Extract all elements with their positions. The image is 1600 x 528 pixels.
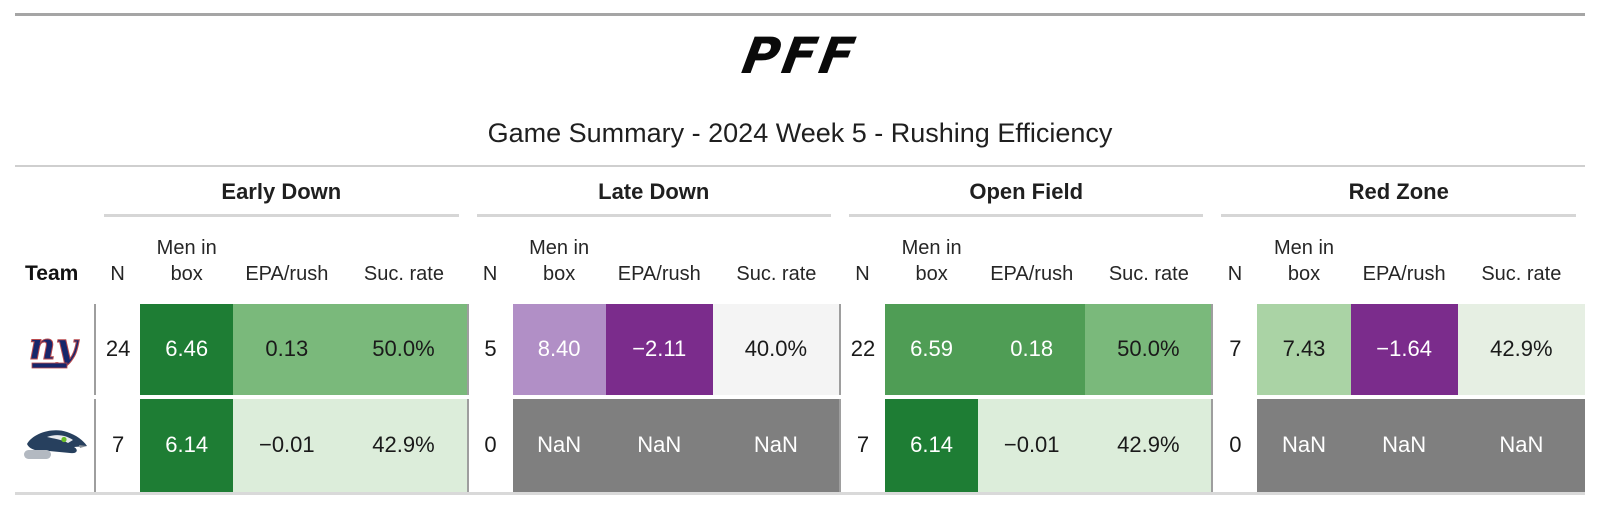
stat-cell-epa-per-rush: −0.01 xyxy=(233,397,341,495)
stat-cell-men-in-box: NaN xyxy=(1257,397,1351,495)
stat-cell-men-in-box: 6.46 xyxy=(140,298,234,399)
pff-logo-text: PFF xyxy=(738,28,862,84)
success-rate-column-header: Suc. rate xyxy=(1085,219,1213,302)
stat-cell-epa-per-rush: NaN xyxy=(1350,397,1458,495)
epa-per-rush-column-header: EPA/rush xyxy=(605,219,713,302)
group-header-early-down: Early Down xyxy=(95,165,468,219)
table-row-seahawks: 7 6.14 −0.01 42.9% 0 NaN NaN NaN 7 6.14 −0.01 42.9%… xyxy=(15,397,1585,495)
svg-text:ny: ny xyxy=(28,324,79,368)
stat-cell-epa-per-rush: −1.64 xyxy=(1350,298,1458,399)
n-column-header: N xyxy=(95,219,141,302)
epa-per-rush-column-header: EPA/rush xyxy=(1350,219,1458,302)
stat-cell-success-rate: 40.0% xyxy=(712,298,840,399)
stat-cell-men-in-box: NaN xyxy=(512,397,606,495)
n-column-header: N xyxy=(467,219,513,302)
seahawks-logo-icon xyxy=(23,430,87,460)
n-cell: 22 xyxy=(838,298,886,399)
n-column-header: N xyxy=(1212,219,1258,302)
n-column-header: N xyxy=(839,219,886,302)
stat-cell-epa-per-rush: −0.01 xyxy=(978,397,1086,495)
stat-cell-success-rate: 50.0% xyxy=(1085,298,1213,399)
n-cell: 7 xyxy=(1211,298,1258,399)
n-cell: 0 xyxy=(1211,397,1258,495)
team-logo-cell-seahawks xyxy=(15,397,96,495)
stat-cell-success-rate: NaN xyxy=(712,397,840,495)
giants-logo-icon: ny xyxy=(28,324,80,369)
team-column-header: Team xyxy=(15,219,96,302)
epa-per-rush-column-header: EPA/rush xyxy=(978,219,1086,302)
group-header-red-zone: Red Zone xyxy=(1212,165,1585,219)
group-header-spacer xyxy=(15,165,96,219)
epa-per-rush-column-header: EPA/rush xyxy=(233,219,341,302)
n-cell: 0 xyxy=(466,397,513,495)
group-label: Late Down xyxy=(476,179,831,217)
stat-cell-success-rate: NaN xyxy=(1457,397,1585,495)
stat-cell-men-in-box: 6.59 xyxy=(885,298,979,399)
rushing-efficiency-table: Early Down Late Down Open Field Red Zone Te… xyxy=(15,165,1585,495)
group-header-row: Early Down Late Down Open Field Red Zone xyxy=(15,165,1585,219)
success-rate-column-header: Suc. rate xyxy=(1457,219,1585,302)
group-label: Early Down xyxy=(104,179,459,217)
stat-cell-men-in-box: 6.14 xyxy=(140,397,234,495)
table-body: ny 24 6.46 0.13 50.0% 5 8.40 −2.11 40.0% 22 6.59 0… xyxy=(15,298,1585,495)
stat-cell-epa-per-rush: NaN xyxy=(605,397,713,495)
men-in-box-column-header: Men in box xyxy=(1257,219,1351,302)
group-header-late-down: Late Down xyxy=(467,165,840,219)
stat-cell-success-rate: 50.0% xyxy=(340,298,468,399)
n-cell: 24 xyxy=(94,298,141,399)
men-in-box-column-header: Men in box xyxy=(512,219,606,302)
stat-cell-success-rate: 42.9% xyxy=(1085,397,1213,495)
stat-cell-epa-per-rush: 0.13 xyxy=(233,298,341,399)
pff-logo-icon: PFF xyxy=(738,28,862,84)
stat-cell-success-rate: 42.9% xyxy=(1457,298,1585,399)
page-title: Game Summary - 2024 Week 5 - Rushing Eff… xyxy=(487,118,1113,148)
group-label: Open Field xyxy=(848,179,1204,217)
success-rate-column-header: Suc. rate xyxy=(340,219,468,302)
top-divider xyxy=(15,13,1585,16)
stat-cell-epa-per-rush: 0.18 xyxy=(978,298,1086,399)
stat-cell-success-rate: 42.9% xyxy=(340,397,468,495)
group-header-open-field: Open Field xyxy=(839,165,1213,219)
stat-cell-men-in-box: 7.43 xyxy=(1257,298,1351,399)
stat-cell-men-in-box: 8.40 xyxy=(512,298,606,399)
success-rate-column-header: Suc. rate xyxy=(712,219,840,302)
pff-logo-container: PFF xyxy=(0,28,1600,89)
stat-cell-epa-per-rush: −2.11 xyxy=(605,298,713,399)
n-cell: 7 xyxy=(838,397,886,495)
team-logo-cell-giants: ny xyxy=(15,298,96,399)
n-cell: 5 xyxy=(466,298,513,399)
men-in-box-column-header: Men in box xyxy=(885,219,979,302)
n-cell: 7 xyxy=(94,397,141,495)
column-header-row: Team N Men in box EPA/rush Suc. rate N Men in b… xyxy=(15,219,1585,302)
group-label: Red Zone xyxy=(1221,179,1576,217)
table-row-giants: ny 24 6.46 0.13 50.0% 5 8.40 −2.11 40.0% 22 6.59 0… xyxy=(15,298,1585,399)
men-in-box-column-header: Men in box xyxy=(140,219,234,302)
stat-cell-men-in-box: 6.14 xyxy=(885,397,979,495)
